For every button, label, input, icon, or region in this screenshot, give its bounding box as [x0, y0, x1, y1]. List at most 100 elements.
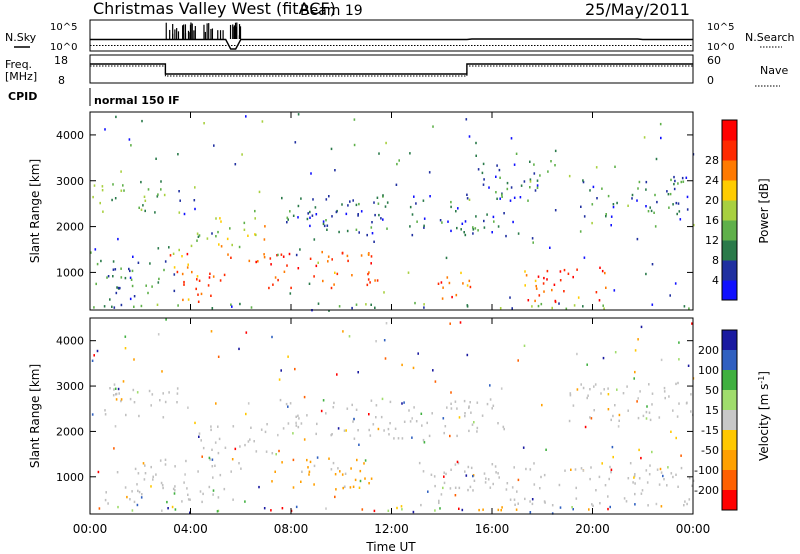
echo-cell — [169, 254, 172, 257]
echo-cell — [497, 472, 499, 475]
echo-cell — [359, 479, 362, 483]
echo-cell — [137, 489, 139, 493]
echo-cell — [673, 187, 676, 191]
echo-cell — [211, 307, 214, 310]
echo-cell — [680, 466, 683, 470]
echo-cell — [445, 472, 447, 476]
echo-cell — [212, 493, 214, 496]
echo-cell — [651, 403, 653, 406]
echo-cell — [409, 225, 411, 228]
freq-tick-high: 18 — [54, 54, 68, 67]
echo-cell — [186, 487, 188, 490]
echo-cell — [456, 434, 458, 438]
echo-cell — [423, 226, 425, 229]
echo-cell — [215, 217, 217, 220]
echo-cell — [636, 237, 639, 241]
power-panel: 1000 2000 3000 4000 Slant Range [km] 4 8 12 16… — [28, 111, 771, 312]
y-tick-label: 1000 — [56, 266, 84, 279]
echo-cell — [450, 200, 452, 204]
echo-cell — [607, 387, 609, 390]
echo-cell — [627, 409, 629, 412]
echo-cell — [332, 461, 335, 465]
echo-cell — [679, 218, 682, 221]
echo-cell — [443, 431, 445, 435]
echo-cell — [206, 237, 209, 240]
echo-cell — [511, 307, 513, 310]
echo-cell — [454, 494, 457, 497]
echo-cell — [214, 441, 217, 444]
echo-cell — [247, 440, 250, 443]
echo-cell — [534, 279, 537, 283]
echo-cell — [667, 193, 670, 196]
echo-cell — [401, 437, 404, 440]
echo-cell — [432, 125, 434, 128]
echo-cell — [263, 507, 266, 510]
echo-cell — [610, 468, 613, 471]
echo-cell — [472, 232, 474, 235]
echo-cell — [660, 136, 662, 140]
echo-cell — [551, 288, 553, 292]
freq-series-line — [90, 63, 693, 75]
echo-cell — [187, 498, 190, 501]
echo-cell — [612, 414, 614, 418]
echo-cell — [513, 196, 516, 199]
x-tick-label: 04:00 — [173, 522, 208, 536]
echo-cell — [115, 392, 118, 396]
colorbar-segment — [722, 220, 737, 241]
echo-cell — [199, 490, 202, 493]
echo-cell — [247, 234, 249, 237]
echo-cell — [593, 409, 595, 412]
colorbar-segment — [722, 140, 737, 161]
echo-cell — [670, 178, 672, 182]
echo-cell — [346, 254, 349, 258]
echo-cell — [537, 275, 540, 278]
echo-cell — [450, 391, 452, 394]
echo-cell — [289, 210, 291, 213]
echo-cell — [129, 269, 131, 273]
echo-cell — [563, 268, 566, 272]
echo-cell — [527, 199, 529, 202]
echo-cell — [255, 450, 258, 453]
echo-cell — [134, 467, 137, 471]
echo-cell — [370, 262, 372, 265]
echo-cell — [516, 490, 518, 493]
echo-cell — [522, 446, 525, 449]
echo-cell — [328, 457, 330, 460]
echo-cell — [618, 413, 621, 417]
echo-cell — [104, 498, 107, 502]
echo-cell — [210, 294, 212, 297]
echo-cell — [413, 406, 415, 409]
velocity-panel-frame — [89, 317, 694, 515]
echo-cell — [317, 261, 319, 264]
echo-cell — [114, 425, 117, 428]
echo-cell — [346, 229, 349, 233]
echo-cell — [486, 402, 489, 406]
echo-cell — [683, 504, 685, 507]
echo-cell — [140, 208, 143, 211]
echo-cell — [655, 502, 658, 506]
echo-cell — [154, 211, 156, 214]
echo-cell — [483, 178, 485, 181]
echo-cell — [219, 473, 222, 477]
echo-cell — [231, 243, 233, 247]
echo-cell — [155, 473, 157, 476]
echo-cell — [173, 492, 176, 495]
echo-cell — [572, 404, 575, 407]
echo-cell — [112, 268, 115, 271]
echo-cell — [281, 507, 284, 510]
echo-cell — [533, 483, 536, 486]
echo-cell — [142, 462, 145, 465]
echo-cell — [357, 213, 359, 216]
echo-cell — [567, 272, 570, 275]
echo-cell — [280, 369, 282, 372]
echo-cell — [502, 425, 505, 429]
echo-cell — [472, 228, 475, 231]
echo-cell — [616, 388, 618, 391]
echo-cell — [583, 215, 586, 218]
echo-cell — [645, 272, 647, 276]
echo-cell — [113, 447, 115, 450]
echo-cell — [467, 488, 469, 492]
echo-cell — [576, 388, 579, 391]
echo-cell — [482, 508, 484, 511]
echo-cell — [310, 172, 312, 175]
